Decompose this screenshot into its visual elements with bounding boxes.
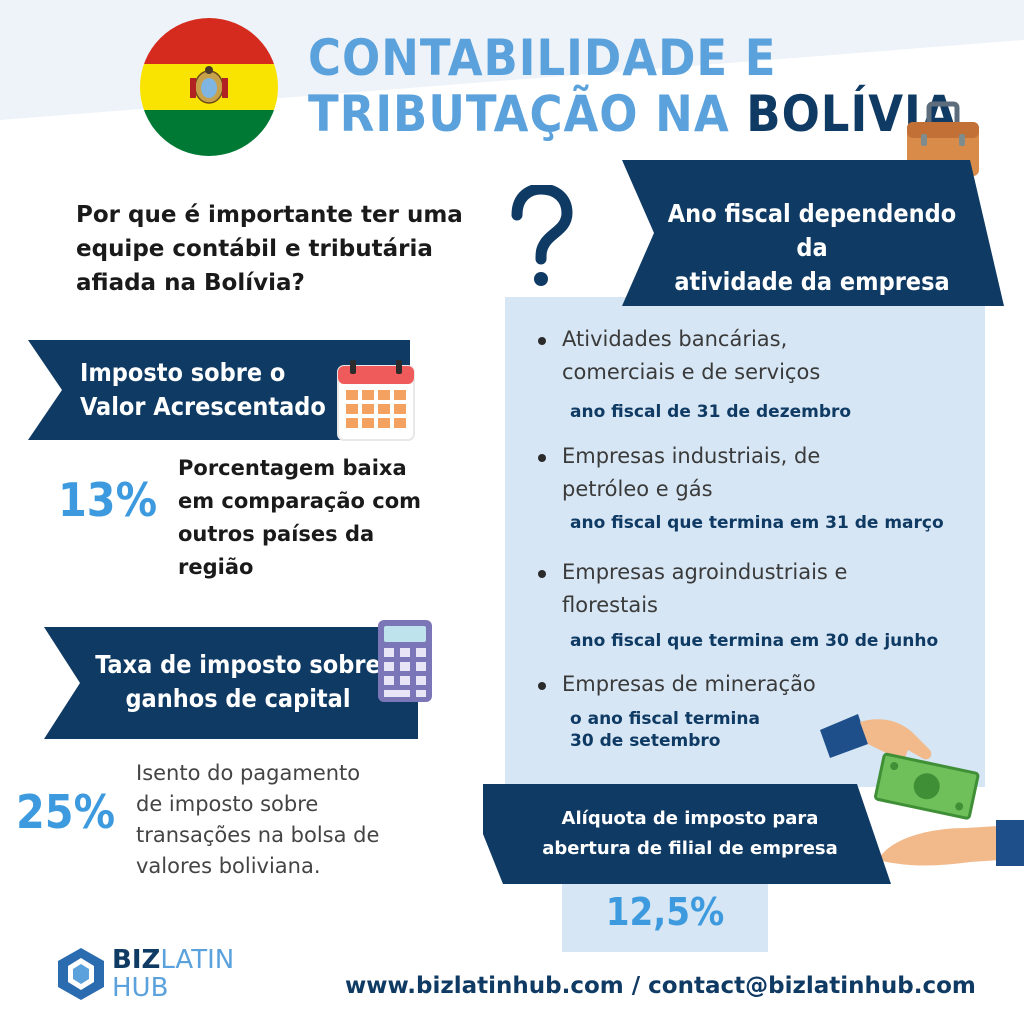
- capital-gains-banner-line-1: Taxa de imposto sobre: [95, 650, 381, 679]
- fiscal-year-panel: [505, 297, 985, 787]
- question-mark-icon: [503, 183, 573, 290]
- title-line-2-light: TRIBUTAÇÃO NA: [308, 85, 747, 143]
- vat-desc-line-2: em comparação com: [178, 489, 422, 513]
- capital-gains-desc-line-2: de imposto sobre: [136, 792, 319, 816]
- fiscal-item-3-activity-line-1: Empresas agroindustriais e: [562, 560, 848, 584]
- logo-biz: BIZ: [112, 945, 161, 975]
- intro-question: Por que é importante ter uma equipe cont…: [76, 202, 463, 296]
- fiscal-item-2-activity-line-1: Empresas industriais, de: [562, 444, 821, 468]
- branch-percent: 12,5%: [605, 890, 725, 934]
- title-line-2: TRIBUTAÇÃO NA BOLÍVIA: [308, 86, 1008, 142]
- vat-banner-line-1: Imposto sobre o: [80, 358, 286, 387]
- branch-banner-line-2: abertura de filial de empresa: [542, 838, 838, 859]
- vat-banner-shape: [28, 340, 410, 440]
- vat-description: Porcentagem baixa em comparação com outr…: [178, 452, 478, 584]
- logo-hub: HUB: [112, 973, 169, 1003]
- vat-banner-line-2: Valor Acrescentado: [80, 392, 326, 421]
- fiscal-item-1-activity-line-2: comerciais e de serviços: [562, 360, 821, 384]
- vat-desc-line-3: outros países da: [178, 522, 375, 546]
- fiscal-item-3-activity-line-2: florestais: [562, 593, 658, 617]
- calendar-icon: [336, 358, 416, 442]
- capital-gains-description: Isento do pagamento de imposto sobre tra…: [136, 758, 436, 882]
- fiscal-item-4-period-line-2: 30 de setembro: [570, 731, 721, 751]
- logo-latin: LATIN: [160, 945, 235, 975]
- capital-gains-desc-line-3: transações na bolsa de: [136, 823, 380, 847]
- fiscal-item-4: Empresas de mineração: [538, 668, 960, 701]
- vat-banner: Imposto sobre o Valor Acrescentado: [80, 356, 326, 424]
- page-title: CONTABILIDADE E TRIBUTAÇÃO NA BOLÍVIA: [308, 30, 1008, 142]
- capital-gains-desc-line-1: Isento do pagamento: [136, 761, 361, 785]
- title-line-1: CONTABILIDADE E: [308, 29, 777, 87]
- fiscal-year-banner-shape: [622, 160, 1004, 306]
- fiscal-item-1-activity-line-1: Atividades bancárias,: [562, 327, 788, 351]
- branch-banner: Alíquota de imposto para abertura de fil…: [510, 804, 870, 864]
- vat-desc-line-4: região: [178, 555, 254, 579]
- capital-gains-percent: 25%: [16, 785, 116, 839]
- capital-gains-banner-shape: [44, 627, 418, 739]
- fiscal-item-4-period-line-1: o ano fiscal termina: [570, 709, 760, 729]
- branch-percent-box: [562, 884, 768, 952]
- footer-contact[interactable]: www.bizlatinhub.com / contact@bizlatinhu…: [345, 973, 976, 999]
- capital-gains-desc-line-4: valores boliviana.: [136, 854, 321, 878]
- vat-percent: 13%: [58, 473, 158, 527]
- branch-banner-shape: [483, 784, 891, 884]
- fiscal-item-1: Atividades bancárias, comerciais e de se…: [538, 323, 960, 389]
- fiscal-item-4-activity-line-1: Empresas de mineração: [562, 672, 816, 696]
- logo-wordmark-top: BIZLATIN: [112, 946, 234, 974]
- capital-gains-banner-line-2: ganhos de capital: [125, 684, 351, 713]
- bizlatinhub-logo-mark: [58, 948, 104, 1000]
- fiscal-item-2: Empresas industriais, de petróleo e gás: [538, 440, 960, 506]
- branch-banner-line-1: Alíquota de imposto para: [561, 808, 819, 829]
- capital-gains-banner: Taxa de imposto sobre ganhos de capital: [78, 648, 398, 716]
- calculator-icon: [378, 620, 432, 702]
- fiscal-year-banner-line-2: atividade da empresa: [674, 267, 950, 296]
- fiscal-item-3-period: ano fiscal que termina em 30 de junho: [570, 631, 939, 651]
- money-handover-icon: [820, 710, 1024, 870]
- bizlatinhub-logo: BIZLATIN HUB: [56, 946, 246, 1006]
- fiscal-item-1-period: ano fiscal de 31 de dezembro: [570, 402, 852, 422]
- fiscal-item-2-period: ano fiscal que termina em 31 de março: [570, 513, 944, 533]
- fiscal-item-2-activity-line-2: petróleo e gás: [562, 477, 713, 501]
- bolivia-flag-icon: [140, 18, 278, 156]
- fiscal-year-banner-line-1: Ano fiscal dependendo da: [667, 199, 957, 262]
- fiscal-year-banner: Ano fiscal dependendo da atividade da em…: [652, 197, 972, 299]
- fiscal-item-3: Empresas agroindustriais e florestais: [538, 556, 960, 622]
- vat-desc-line-1: Porcentagem baixa: [178, 456, 407, 480]
- fiscal-item-4-period: o ano fiscal termina 30 de setembro: [570, 708, 760, 752]
